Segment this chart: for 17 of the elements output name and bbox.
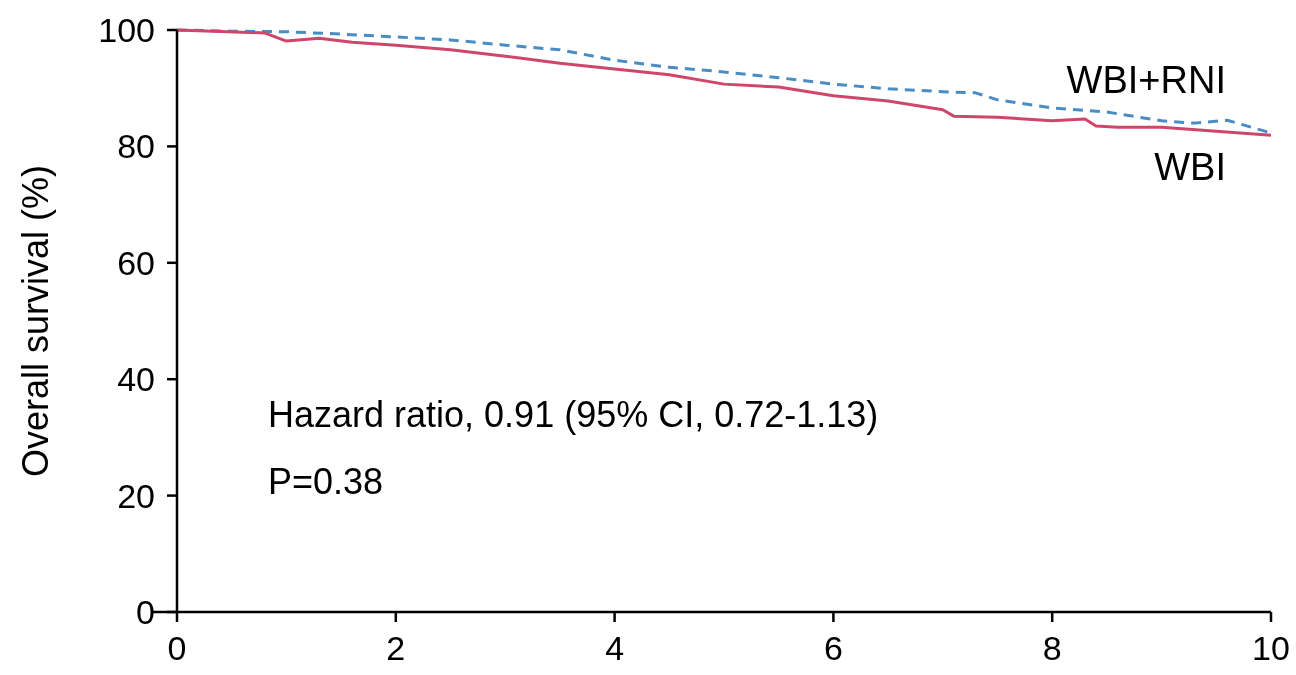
x-tick-label: 6 [823, 629, 843, 667]
annotation: Hazard ratio, 0.91 (95% CI, 0.72-1.13) [268, 394, 879, 435]
series-label: WBI+RNI [1066, 59, 1226, 102]
y-tick-label: 40 [117, 360, 155, 399]
x-tick-label: 10 [1252, 629, 1290, 667]
x-tick-label: 2 [386, 629, 406, 667]
y-tick-label: 60 [117, 243, 155, 282]
y-tick-label: 0 [136, 592, 155, 631]
y-axis-title: Overall survival (%) [15, 164, 56, 478]
x-tick-label: 8 [1042, 629, 1062, 667]
x-tick-label: 4 [605, 629, 625, 667]
y-tick-label: 80 [117, 127, 155, 166]
x-tick-label: 0 [167, 629, 187, 667]
annotation: P=0.38 [268, 461, 384, 502]
y-tick-label: 20 [117, 476, 155, 515]
series-label: WBI [1154, 146, 1226, 189]
y-tick-label: 100 [98, 10, 155, 49]
